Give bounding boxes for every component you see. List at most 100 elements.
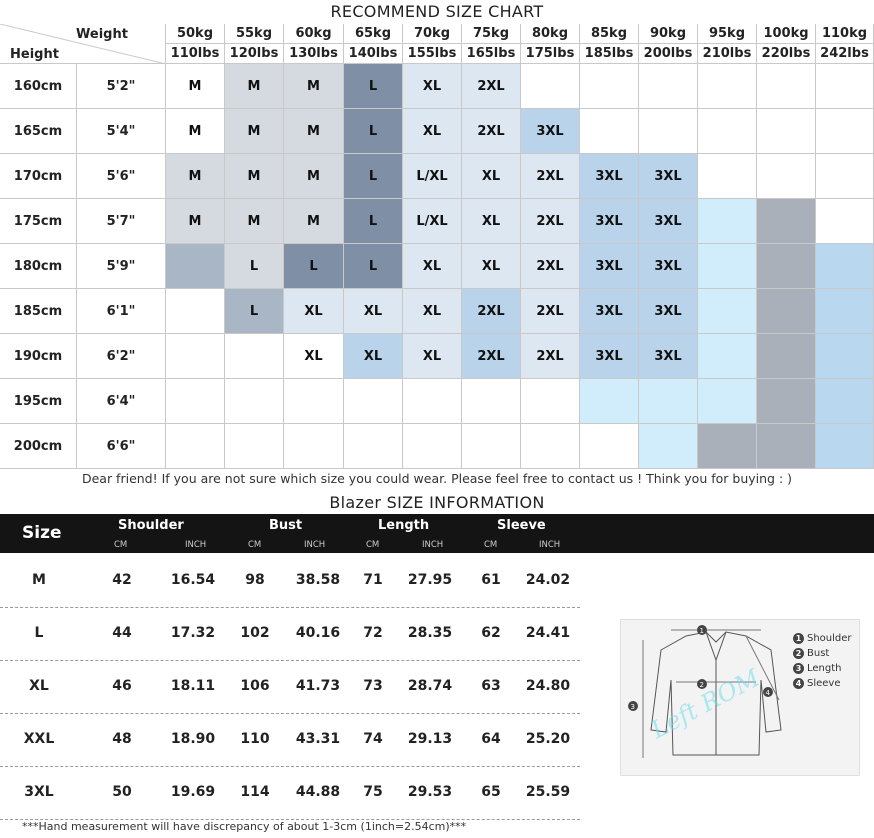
size-label: XXL xyxy=(23,731,55,747)
unit-cm: CM xyxy=(248,540,262,550)
size-cell: XL xyxy=(344,289,403,334)
svg-text:3: 3 xyxy=(631,703,635,711)
measurement-value: 72 xyxy=(363,625,383,641)
size-cell: XL xyxy=(403,109,462,154)
measurement-value: 71 xyxy=(363,572,383,588)
weight-kg-header: 90kg xyxy=(639,24,698,44)
measurement-value: 61 xyxy=(481,572,501,588)
size-cell xyxy=(757,199,816,244)
height-ft: 6'6" xyxy=(77,424,166,469)
weight-kg-header: 75kg xyxy=(462,24,521,44)
measurement-value: 74 xyxy=(363,731,383,747)
measurement-value: 24.80 xyxy=(525,678,571,694)
size-cell xyxy=(816,244,874,289)
size-cell: XL xyxy=(403,64,462,109)
size-cell xyxy=(698,379,757,424)
size-cell xyxy=(225,379,284,424)
size-cell xyxy=(698,289,757,334)
size-cell: L xyxy=(344,199,403,244)
weight-kg-header: 85kg xyxy=(580,24,639,44)
friend-note: Dear friend! If you are not sure which s… xyxy=(81,471,793,486)
weight-lbs-header: 175lbs xyxy=(521,44,580,64)
weight-lbs-header: 185lbs xyxy=(580,44,639,64)
size-cell: M xyxy=(225,109,284,154)
height-cm: 160cm xyxy=(0,64,77,109)
measurement-diagram: 1 2 3 4 1 Shoulder 2 Bust 3 Length 4 Sleeve … xyxy=(620,619,860,776)
size-cell: XL xyxy=(403,334,462,379)
measurement-value: 18.11 xyxy=(170,678,216,694)
weight-kg-header: 110kg xyxy=(816,24,874,44)
size-cell xyxy=(639,379,698,424)
weight-lbs-header: 220lbs xyxy=(757,44,816,64)
size-label: L xyxy=(34,625,44,641)
size-cell xyxy=(521,379,580,424)
bust-header: Bust xyxy=(269,518,303,533)
size-cell: 2XL xyxy=(521,334,580,379)
size-cell: L xyxy=(344,244,403,289)
size-cell: M xyxy=(225,154,284,199)
size-cell xyxy=(757,244,816,289)
weight-lbs-header: 155lbs xyxy=(403,44,462,64)
size-cell: 3XL xyxy=(639,289,698,334)
weight-kg-header: 50kg xyxy=(166,24,225,44)
size-cell xyxy=(403,424,462,469)
shoulder-header: Shoulder xyxy=(118,518,184,533)
height-ft: 6'4" xyxy=(77,379,166,424)
size-cell xyxy=(698,244,757,289)
unit-cm: CM xyxy=(366,540,380,550)
weight-kg-header: 70kg xyxy=(403,24,462,44)
measurement-value: 48 xyxy=(112,731,132,747)
size-cell xyxy=(757,154,816,199)
size-cell: 3XL xyxy=(580,289,639,334)
size-cell: 3XL xyxy=(639,334,698,379)
size-cell xyxy=(757,64,816,109)
size-cell: XL xyxy=(344,334,403,379)
size-table-header: Size Shoulder Bust Length Sleeve CM INCH… xyxy=(0,514,874,553)
size-cell xyxy=(816,424,874,469)
height-ft: 6'2" xyxy=(77,334,166,379)
weight-lbs-header: 120lbs xyxy=(225,44,284,64)
weight-lbs-header: 130lbs xyxy=(284,44,344,64)
measurement-value: 110 xyxy=(240,731,270,747)
weight-kg-header: 60kg xyxy=(284,24,344,44)
weight-kg-header: 100kg xyxy=(757,24,816,44)
measurement-value: 46 xyxy=(112,678,132,694)
size-cell xyxy=(166,424,225,469)
size-cell xyxy=(284,424,344,469)
weight-lbs-header: 210lbs xyxy=(698,44,757,64)
weight-kg-header: 65kg xyxy=(344,24,403,44)
size-cell xyxy=(816,64,874,109)
weight-label: Weight xyxy=(76,27,128,42)
size-cell: 2XL xyxy=(521,289,580,334)
sleeve-header: Sleeve xyxy=(497,518,546,533)
size-cell: M xyxy=(166,64,225,109)
weight-lbs-header: 165lbs xyxy=(462,44,521,64)
height-ft: 5'4" xyxy=(77,109,166,154)
table-row: M 42 16.54 98 38.58 71 27.95 61 24.02 xyxy=(0,554,580,608)
size-cell: M xyxy=(284,64,344,109)
size-cell xyxy=(698,154,757,199)
measurement-value: 64 xyxy=(481,731,501,747)
table-row: XXL 48 18.90 110 43.31 74 29.13 64 25.20 xyxy=(0,713,580,767)
size-cell: XL xyxy=(403,244,462,289)
size-cell: 3XL xyxy=(639,154,698,199)
size-cell xyxy=(166,334,225,379)
size-cell: XL xyxy=(403,289,462,334)
unit-inch: INCH xyxy=(304,540,326,550)
footnote: ***Hand measurement will have discrepanc… xyxy=(22,820,467,833)
measurement-value: 44 xyxy=(112,625,132,641)
size-cell xyxy=(521,424,580,469)
size-cell: XL xyxy=(284,334,344,379)
size-cell xyxy=(344,424,403,469)
measurement-value: 114 xyxy=(240,784,270,800)
size-cell xyxy=(166,244,225,289)
measurement-value: 44.88 xyxy=(295,784,341,800)
size-cell: 3XL xyxy=(580,199,639,244)
size-cell: 2XL xyxy=(462,109,521,154)
size-cell xyxy=(580,379,639,424)
unit-inch: INCH xyxy=(539,540,561,550)
size-cell: M xyxy=(166,199,225,244)
size-cell: 2XL xyxy=(521,199,580,244)
height-cm: 170cm xyxy=(0,154,77,199)
measurement-value: 65 xyxy=(481,784,501,800)
